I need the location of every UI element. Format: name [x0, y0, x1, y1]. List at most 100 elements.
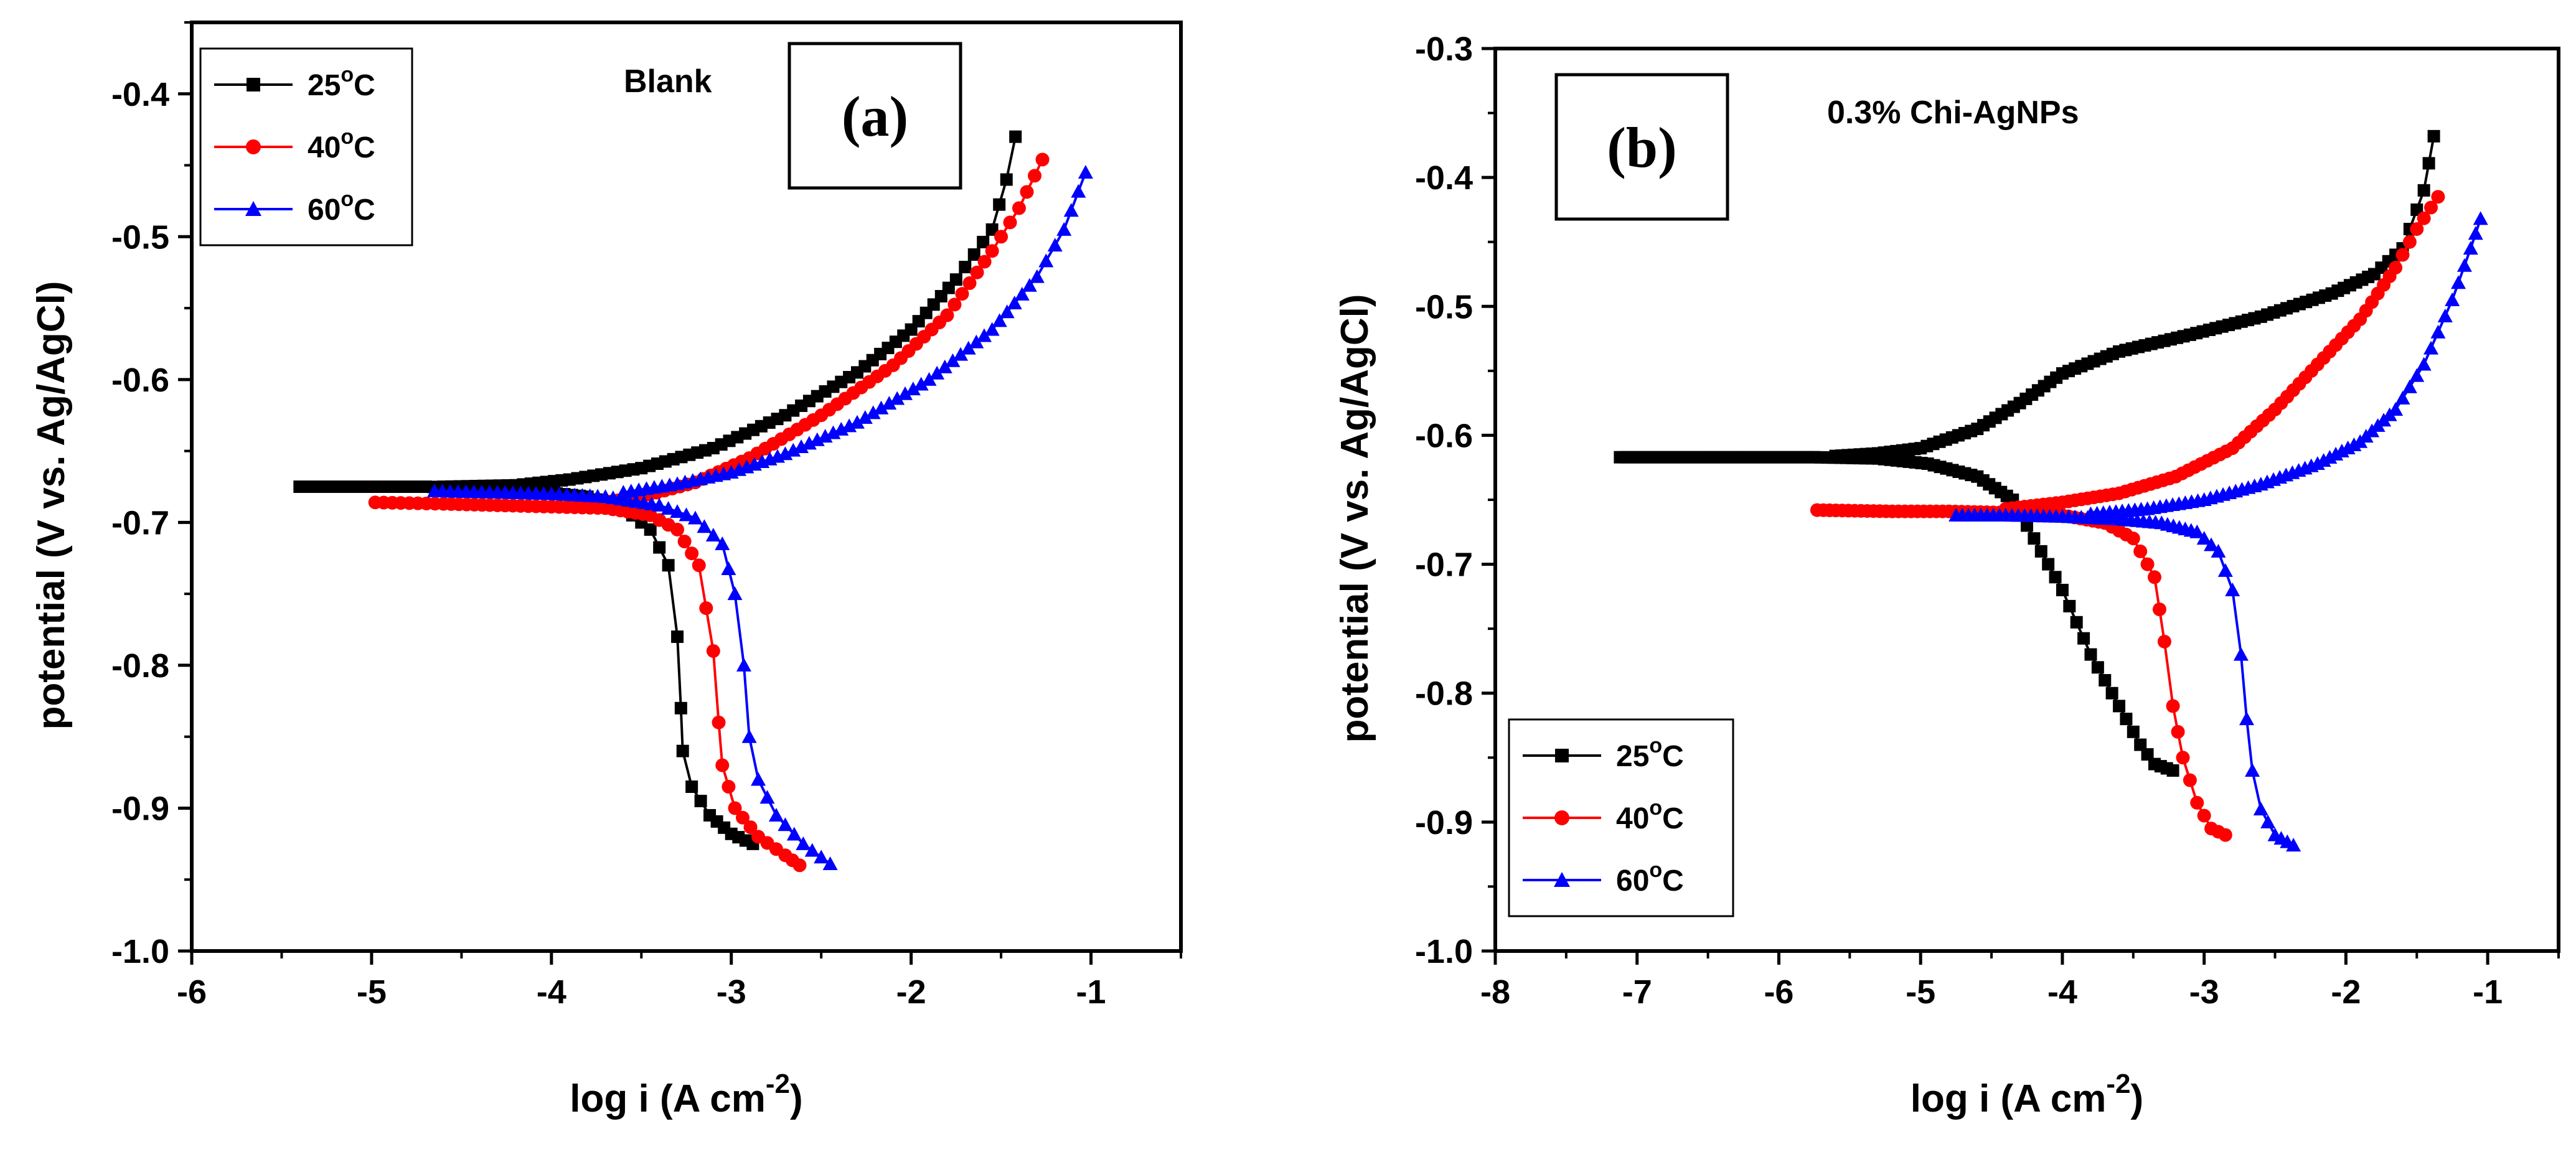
panel-a-series-60-point: [817, 429, 833, 443]
panel-a-series-40-point: [722, 780, 736, 794]
panel-a-series-60-point: [727, 586, 743, 601]
panel-a-series-60-point: [801, 436, 817, 450]
panel-b-y-tick-label: -0.3: [1415, 30, 1473, 68]
panel-a-y-tick-label: -0.4: [111, 76, 169, 113]
panel-b-x-tick-label: -6: [1764, 973, 1793, 1011]
panel-a-x-tick-label: -1: [1076, 973, 1106, 1011]
panel-b-series-60-point: [2211, 543, 2226, 558]
panel-b-series-25-point: [2113, 700, 2126, 713]
panel-b-x-tick-label: -5: [1906, 973, 1935, 1011]
panel-a-series-60-point: [913, 377, 929, 391]
panel-b-series-25: [1614, 129, 2440, 777]
panel-a-series-60-point: [890, 391, 905, 405]
panel-b-series-40-point: [2218, 828, 2232, 842]
panel-a-series-25-point: [644, 523, 657, 536]
panel-b-legend-label-sup: o: [1649, 796, 1662, 820]
panel-a-series-60-point: [1022, 278, 1037, 292]
panel-b-y-tick-label: -0.7: [1415, 546, 1473, 584]
panel-a-series-60-point: [825, 425, 841, 439]
panel-a-series-60-point: [1014, 286, 1030, 301]
panel-a-x-axis-title-sup: -2: [766, 1069, 790, 1099]
panel-a-chart: -6 -5 -4 -3 -2 -1 -1.0 -0.9 -0.8 -0.7 -0.6 -0.5 -0.4…: [30, 21, 1183, 1120]
panel-a-series-60-point: [945, 353, 961, 367]
panel-a-series-40-point: [736, 810, 750, 825]
panel-a-series-60-point: [1038, 253, 1054, 268]
panel-b-series-25-point: [2063, 599, 2076, 612]
panel-b-series-60-point: [2395, 390, 2410, 405]
panel-a-series-60-point: [687, 510, 703, 525]
panel-a-series-25-point: [967, 248, 980, 261]
panel-a-series-40-point: [728, 801, 742, 815]
panel-b-series-25-point: [2091, 661, 2104, 674]
panel-b-series-60-point: [2260, 814, 2276, 828]
panel-b-series-40-point: [2166, 699, 2180, 713]
panel-a-series-25-point: [676, 744, 689, 757]
panel-a-series-60-point: [759, 790, 775, 804]
panel-a-series-25-point: [653, 541, 666, 554]
panel-a-series-60-point: [977, 328, 992, 342]
panel-b-series-40-point: [2152, 602, 2166, 617]
panel-a-series-60-point: [1029, 269, 1045, 283]
panel-b-series-25-point: [2084, 648, 2097, 661]
panel-a-series-60-point: [786, 827, 802, 841]
panel-a-x-axis-title-end: ): [790, 1077, 803, 1120]
panel-b-annotation: 0.3% Chi-AgNPs: [1827, 95, 2079, 131]
panel-b-chart: -8 -7 -6 -5 -4 -3 -2 -1 -1.0 -0.9 -0.8 -0.7 -0.6 -0.5…: [1333, 30, 2560, 1120]
panel-b-series-25-point: [2099, 674, 2112, 686]
panel-b-series-25-point: [2105, 686, 2118, 700]
panel-a-series-60-point: [652, 497, 667, 512]
panel-a-legend-label-25: 25oC: [308, 63, 375, 102]
panel-a-series-60-point: [865, 405, 881, 419]
panel-a-series-40-point: [985, 244, 999, 258]
panel-a-legend-label-main: 40: [308, 131, 341, 164]
panel-a-series-60-point: [809, 432, 825, 446]
panel-a-y-tick-label: -0.8: [111, 647, 169, 685]
panel-a-series-25-point: [685, 780, 698, 794]
panel-b-series-25-point: [2077, 632, 2090, 645]
panel-a-legend-label-main: 60: [308, 194, 341, 227]
panel-b-y-tick-label: -0.9: [1415, 804, 1473, 841]
panel-a-x-tick-label: -5: [357, 973, 387, 1011]
panel-a-y-tick-label: -0.7: [111, 504, 169, 541]
panel-b-series-40-point: [2402, 235, 2417, 249]
panel-a-series-60-point: [999, 304, 1015, 319]
panel-a-panel-label-box: [787, 42, 962, 190]
panel-a-series-40-point: [1028, 169, 1042, 183]
panel-a-legend-label-main: 25: [308, 69, 341, 102]
panel-b-series-40-point: [2157, 634, 2171, 649]
panel-b-series-25-point: [2120, 713, 2133, 726]
panel-a-legend-label-40: 40oC: [308, 125, 375, 164]
panel-a-series-40-point: [670, 522, 685, 536]
panel-b-x-tick-label: -4: [2047, 973, 2077, 1011]
panel-a-series-25-point: [694, 794, 707, 807]
panel-b-series-40-point: [2395, 248, 2410, 262]
panel-a-series-60-point: [961, 340, 976, 355]
panel-b-y-tick-label: -0.4: [1415, 159, 1473, 197]
panel-b-series-25-point: [2127, 725, 2140, 738]
panel-b-series-25-point: [2021, 519, 2033, 532]
panel-a-series-25-point: [662, 559, 675, 572]
panel-b-legend-label-end: C: [1662, 864, 1684, 897]
panel-b-series-40-point: [2183, 773, 2197, 787]
panel-a-x-tick-label: -4: [537, 973, 566, 1011]
panel-b-series-60-point: [2423, 340, 2439, 355]
panel-b-series-25-point: [2166, 764, 2179, 777]
panel-b-legend-label-end: C: [1662, 740, 1684, 773]
panel-a-series-60-point: [992, 313, 1007, 327]
panel-a-series-60-point: [794, 439, 809, 453]
panel-b-series-60-point: [2233, 647, 2249, 661]
panel-b-series-40-point: [2389, 261, 2403, 275]
panel-b-x-axis-title-sup: -2: [2106, 1069, 2130, 1099]
panel-b-x-tick-label: -3: [2189, 973, 2219, 1011]
panel-b-x-axis-title-end: ): [2131, 1077, 2144, 1120]
panel-b-series-25-point: [2028, 532, 2041, 545]
panel-b-series-60-point: [2286, 838, 2301, 852]
panel-a-legend-label-sup: o: [341, 125, 354, 149]
panel-a-legend-label-end: C: [354, 131, 375, 164]
panel-a-panel-label: (a): [842, 85, 908, 148]
panel-a-series-60-point: [768, 807, 784, 822]
panel-b-series-25-point: [2042, 558, 2055, 571]
panel-b-series-60-point: [2430, 324, 2446, 339]
panel-a-series-25-point: [977, 235, 990, 248]
panel-b-legend-label-main: 60: [1616, 864, 1649, 897]
